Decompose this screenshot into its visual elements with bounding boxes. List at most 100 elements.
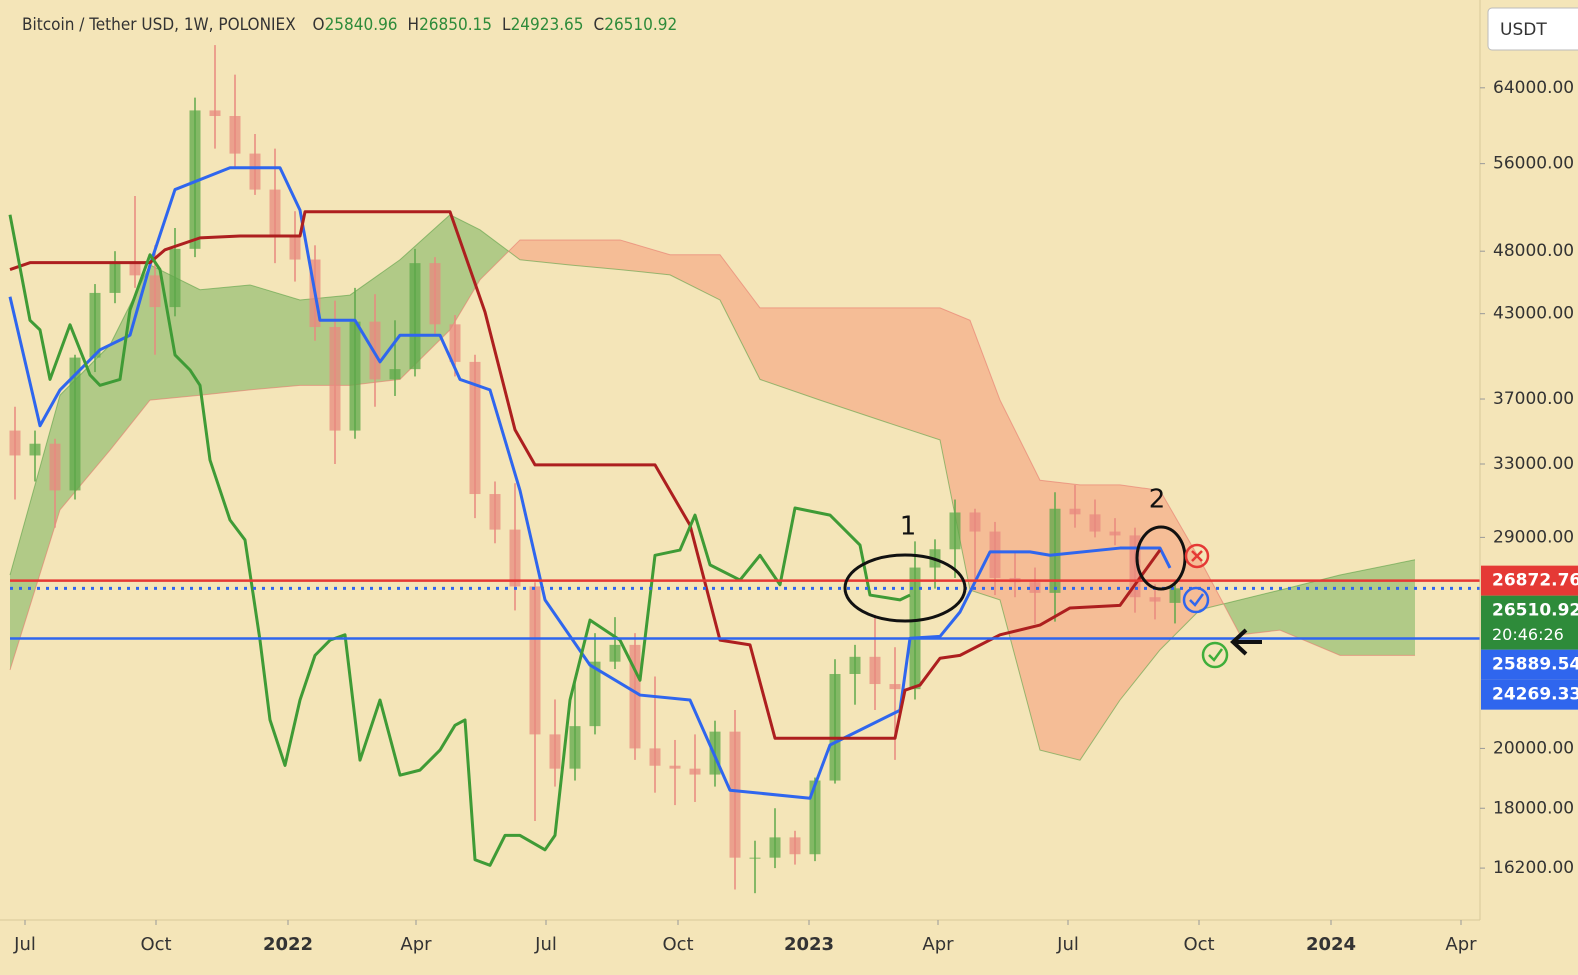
indicator-line [8,214,911,867]
cross-mark [1191,550,1203,562]
cloud-segment [1200,559,1224,610]
candle-body [109,263,121,293]
candle-body [449,324,461,362]
currency-label[interactable]: USDT [1500,20,1547,40]
x-tick-label: Jul [13,934,36,955]
annotation-1: 1 [900,512,917,542]
candle-body [329,327,341,431]
x-tick-label: Apr [1445,934,1477,955]
y-tick-label: 18000.00 [1493,798,1574,818]
x-tick-label: Oct [662,934,693,955]
y-tick-label: 48000.00 [1493,241,1574,261]
candle-body [509,529,521,587]
cloud-segment [1000,400,1040,751]
cloud-segment [820,307,880,421]
candle-body [789,837,801,855]
check-icon-green [1201,641,1229,669]
cloud-segment [300,295,350,386]
cloud-segment [250,284,300,390]
candle-body [689,768,701,775]
candle-body [149,275,161,308]
ellipse-1 [843,553,967,623]
ohlc-value: 26510.92 [604,15,677,35]
ohlc: O25840.96 H26850.15 L24923.65 C26510.92 [313,15,678,35]
candle-body [209,110,221,117]
cloud-segment [760,307,820,401]
y-tick-label: 29000.00 [1493,527,1574,547]
price-label: 26872.76 [1492,571,1578,591]
check-mark-blue [1189,593,1205,607]
candle-body [1149,597,1161,602]
candle-body [169,248,181,308]
candle-body [369,321,381,380]
candle-body [429,263,441,325]
y-tick-label: 43000.00 [1493,304,1574,324]
arrow [1230,628,1262,656]
cloud-segment [940,307,970,591]
span-a [9,214,1416,761]
currency-button[interactable]: USDT [1487,7,1578,51]
candle-body [249,153,261,190]
plot-area [8,45,1480,894]
cloud-segment [620,239,670,275]
candle-body [769,837,781,858]
y-tick-label: 33000.00 [1493,454,1574,474]
cloud-segment [508,239,520,260]
candle-body [749,857,761,859]
price-label: 24269.33 [1492,685,1578,705]
candle-body [909,567,921,690]
check-icon-blue [1182,586,1210,614]
candle-body [969,512,981,532]
ohlc-key: H [408,15,420,35]
candle-body [1069,508,1081,515]
x-tick-label: 2024 [1306,934,1356,955]
currency-box[interactable] [1487,7,1578,51]
cloud-segment [1240,590,1280,635]
y-tick-label: 20000.00 [1493,738,1574,758]
candle-body [49,443,61,491]
x-tick-label: Jul [1056,934,1079,955]
check-mark-green [1208,648,1224,662]
candle-body [849,656,861,674]
candle-body [889,684,901,690]
chart-header: Bitcoin / Tether USD, 1W, POLONIEX O2584… [22,15,677,35]
cloud-segment [1280,575,1340,656]
price-label-box [1481,649,1578,680]
y-tick-label: 37000.00 [1493,389,1574,409]
candle-body [29,443,41,456]
x-tick-label: Apr [922,934,954,955]
candle-body [469,361,481,495]
candle-body [589,661,601,727]
cloud-segment [520,239,570,265]
cloud-segment [570,239,620,270]
annotation-2: 2 [1149,485,1166,515]
candle-body [269,189,281,238]
candle-body [629,644,641,749]
span-b [9,239,1415,671]
x-tick-label: Oct [140,934,171,955]
candle-body [1109,531,1121,536]
countdown: 20:46:26 [1492,625,1564,644]
cloud-segment [880,307,940,440]
candle-body [349,321,361,431]
cloud-segment [1340,559,1415,656]
ohlc-value: 26850.15 [419,15,492,35]
ohlc-key: O [313,15,325,35]
candle-body [549,734,561,769]
ohlc-key: C [594,15,605,35]
price-label-box [1481,595,1578,650]
candle-body [609,644,621,662]
candle-body [1129,535,1141,598]
x-tick-label: Jul [534,934,557,955]
candle-body [89,292,101,358]
candle-body [489,494,501,530]
x-tick-label: Oct [1183,934,1214,955]
cloud-segment [720,254,760,380]
candle-body [409,263,421,370]
candle-body [69,357,81,491]
cloud-segment [1080,484,1120,761]
candles [9,45,1181,894]
price-label: 26510.92 [1492,601,1578,621]
cloud-segment [110,264,150,451]
